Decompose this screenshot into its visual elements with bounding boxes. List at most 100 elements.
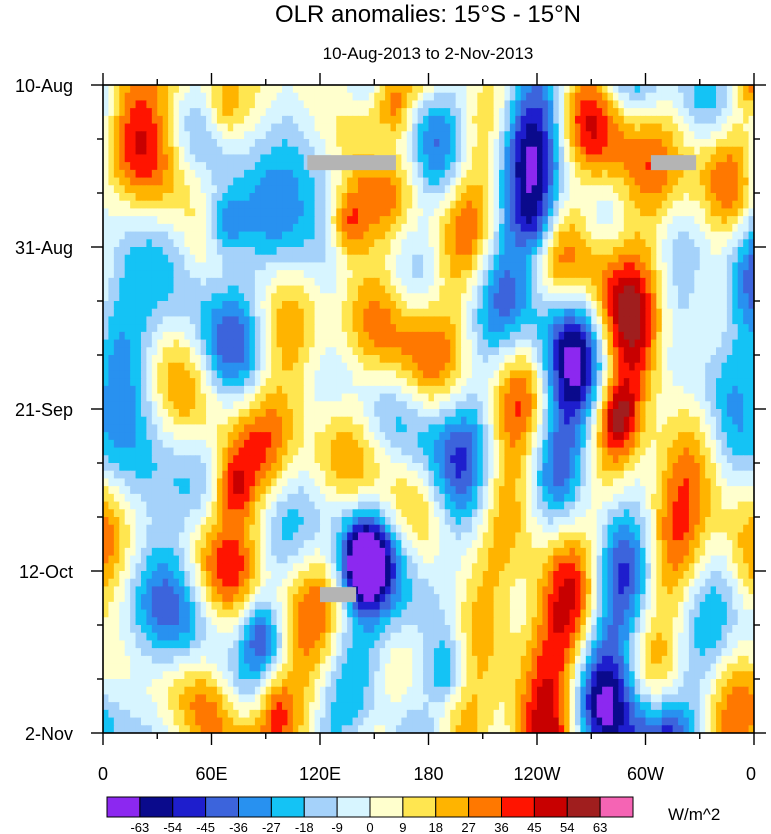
heatmap-cell [233,301,240,310]
heatmap-cell [130,123,137,132]
heatmap-cell [189,285,196,294]
heatmap-cell [395,108,402,117]
heatmap-cell [162,270,169,279]
heatmap-cell [287,231,294,240]
heatmap-cell [618,200,625,210]
heatmap-cell [716,177,723,186]
heatmap-cell [607,254,614,264]
heatmap-cell [596,115,603,125]
heatmap-cell [667,301,674,310]
heatmap-cell [732,131,739,140]
heatmap-cell [569,293,576,302]
heatmap-cell [466,162,473,171]
heatmap-cell [395,169,402,179]
heatmap-cell [526,162,533,171]
heatmap-cell [439,146,446,156]
heatmap-cell [623,154,630,163]
heatmap-cell [341,301,348,310]
heatmap-cell [602,316,609,325]
heatmap-cell [282,262,289,271]
heatmap-cell [656,108,663,117]
heatmap-cell [748,301,754,310]
heatmap-cell [477,162,484,171]
heatmap-cell [178,270,185,279]
heatmap-cell [249,401,256,410]
heatmap-cell [439,200,446,210]
heatmap-cell [558,154,565,163]
heatmap-cell [341,100,348,109]
heatmap-cell [564,270,571,279]
heatmap-cell [645,169,652,179]
heatmap-cell [569,177,576,186]
heatmap-cell [537,146,544,156]
heatmap-cell [743,262,750,271]
heatmap-cell [596,169,603,179]
heatmap-cell [216,370,223,379]
heatmap-cell [200,277,207,287]
heatmap-cell [108,100,115,109]
heatmap-cell [108,385,115,395]
heatmap-cell [726,100,733,109]
heatmap-cell [466,115,473,125]
heatmap-cell [325,177,332,186]
heatmap-cell [260,324,267,333]
heatmap-cell [178,370,185,379]
heatmap-cell [444,162,451,171]
heatmap-cell [374,177,381,186]
heatmap-cell [499,301,506,310]
heatmap-cell [146,115,153,125]
heatmap-cell [282,324,289,333]
heatmap-cell [368,285,375,294]
heatmap-cell [260,347,267,356]
heatmap-cell [298,169,305,179]
heatmap-cell [113,92,120,102]
heatmap-cell [623,185,630,194]
heatmap-cell [585,355,592,364]
heatmap-cell [189,115,196,125]
heatmap-cell [716,200,723,210]
heatmap-cell [477,301,484,310]
heatmap-cell [412,177,419,186]
heatmap-cell [569,92,576,102]
heatmap-cell [499,162,506,171]
heatmap-cell [602,139,609,148]
heatmap-cell [374,285,381,294]
heatmap-cell [526,123,533,132]
heatmap-cell [591,331,598,341]
heatmap-cell [195,393,202,402]
heatmap-cell [569,308,576,318]
heatmap-cell [244,285,251,294]
heatmap-cell [623,378,630,387]
heatmap-cell [509,208,516,217]
heatmap-cell [542,285,549,294]
heatmap-cell [580,277,587,287]
heatmap-cell [547,339,554,348]
heatmap-cell [363,200,370,210]
heatmap-cell [439,162,446,171]
heatmap-cell [661,139,668,148]
heatmap-cell [466,185,473,194]
heatmap-cell [178,293,185,302]
heatmap-cell [748,270,754,279]
heatmap-cell [265,177,272,186]
heatmap-cell [385,123,392,132]
heatmap-cell [363,254,370,264]
heatmap-cell [162,247,169,256]
heatmap-cell [320,123,327,132]
heatmap-cell [612,301,619,310]
heatmap-cell [287,324,294,333]
heatmap-cell [721,108,728,117]
heatmap-cell [645,393,652,402]
heatmap-cell [667,100,674,109]
heatmap-cell [162,154,169,163]
heatmap-cell [656,277,663,287]
heatmap-cell [645,270,652,279]
heatmap-cell [553,262,560,271]
heatmap-cell [444,324,451,333]
heatmap-cell [385,223,392,233]
heatmap-cell [238,162,245,171]
heatmap-cell [314,223,321,233]
heatmap-cell [629,347,636,356]
heatmap-cell [537,208,544,217]
heatmap-cell [363,301,370,310]
